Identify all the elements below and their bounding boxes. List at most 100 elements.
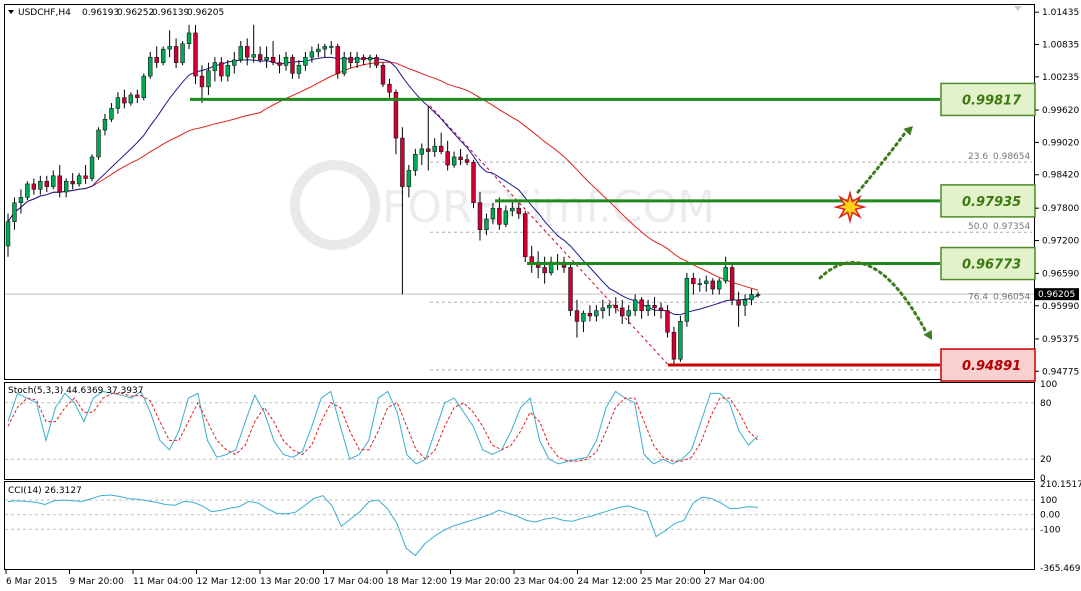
stoch-panel <box>4 382 1035 480</box>
time-tick-label: 24 Mar 12:00 <box>578 577 638 587</box>
candle <box>600 299 606 319</box>
candle-body <box>626 310 631 317</box>
candle <box>303 51 308 71</box>
candle-body <box>645 304 651 311</box>
candle-body <box>57 175 62 193</box>
ohlc-high: 0.96252 <box>117 8 154 18</box>
candle-body <box>510 207 515 212</box>
candle <box>426 105 431 171</box>
candle-body <box>367 56 373 61</box>
candle <box>574 299 580 338</box>
candle-body <box>736 299 741 306</box>
projection-arrow <box>818 260 927 332</box>
candle <box>12 197 17 230</box>
candle <box>361 54 366 66</box>
candle-body <box>18 197 24 204</box>
candle <box>135 89 140 104</box>
time-tick-label: 6 Mar 2015 <box>6 577 57 587</box>
time-tick-label: 9 Mar 20:00 <box>70 577 125 587</box>
candle <box>329 41 334 55</box>
candle-body <box>413 154 418 171</box>
candle <box>89 154 95 182</box>
candle-body <box>671 331 677 360</box>
candle <box>717 278 722 295</box>
candle-body <box>406 170 412 187</box>
candle <box>374 54 379 68</box>
level-tag: 0.99817 <box>940 82 1036 117</box>
candle-body <box>490 207 496 220</box>
arrow-head-icon <box>923 330 932 340</box>
candle <box>678 316 683 362</box>
candle-body <box>141 75 146 98</box>
candle-body <box>322 46 328 50</box>
candle <box>193 24 198 85</box>
candle-body <box>581 313 586 322</box>
candle-body <box>523 213 528 257</box>
candle-body <box>89 156 95 179</box>
candle <box>25 181 30 201</box>
candle <box>83 165 88 184</box>
level-tag-label: 0.97935 <box>962 195 1021 210</box>
dropdown-triangle-icon[interactable] <box>8 10 14 14</box>
candle <box>115 92 121 114</box>
candle <box>458 148 463 166</box>
candle <box>173 38 179 68</box>
scroll-marker-icon[interactable] <box>1014 6 1022 11</box>
candle <box>400 127 405 295</box>
candle <box>186 24 192 50</box>
candle <box>219 57 224 82</box>
candle-body <box>31 183 37 190</box>
candle-body <box>613 304 618 309</box>
level-tag-box <box>940 184 1036 218</box>
candle-body <box>257 54 263 61</box>
candle <box>736 291 741 327</box>
candle <box>503 205 509 228</box>
candle-body <box>303 56 308 66</box>
watermark-text: FOREXimf.COM <box>382 182 715 233</box>
price-tick-label: 0.96590 <box>1042 269 1079 279</box>
candle <box>31 178 37 195</box>
fib-price-label: 0.98654 <box>993 152 1030 162</box>
candle-body <box>361 56 366 61</box>
candle <box>270 41 276 66</box>
candle-body <box>25 183 30 198</box>
candle <box>277 54 282 74</box>
level-tag-box <box>940 82 1036 117</box>
candle <box>109 103 114 122</box>
candle-body <box>83 175 88 179</box>
candle <box>251 24 256 63</box>
candle-body <box>167 46 172 50</box>
candle <box>44 175 49 192</box>
candle <box>755 291 761 298</box>
time-tick-label: 23 Mar 04:00 <box>514 577 574 587</box>
candle <box>406 165 412 198</box>
candle-body <box>290 56 295 74</box>
price-tick-label: 0.95375 <box>1042 335 1079 345</box>
candle-body <box>135 94 140 98</box>
current-price-tag <box>1035 288 1079 301</box>
candle <box>212 57 218 82</box>
candle-body <box>393 92 399 139</box>
fib-price-label: 0.96054 <box>993 292 1030 302</box>
price-tick-label: 0.99020 <box>1042 138 1079 148</box>
candle <box>96 127 101 160</box>
candle-body <box>620 307 625 317</box>
candle-body <box>464 159 470 163</box>
candle <box>607 302 612 316</box>
candle-body <box>277 62 282 66</box>
candle <box>141 73 146 101</box>
candle-body <box>270 56 276 63</box>
candle-body <box>199 75 205 88</box>
candle-body <box>652 304 657 309</box>
candle-body <box>529 256 534 263</box>
time-tick-label: 17 Mar 04:00 <box>324 577 384 587</box>
candle <box>645 299 651 316</box>
candle <box>477 192 483 241</box>
time-tick-label: 13 Mar 20:00 <box>260 577 320 587</box>
candle-body <box>212 62 218 71</box>
candle-body <box>354 56 360 63</box>
fib-trend-line <box>429 105 669 365</box>
candle-body <box>400 137 405 187</box>
candle <box>296 59 302 79</box>
cci-label: CCI(14) 26.3127 <box>8 486 82 496</box>
